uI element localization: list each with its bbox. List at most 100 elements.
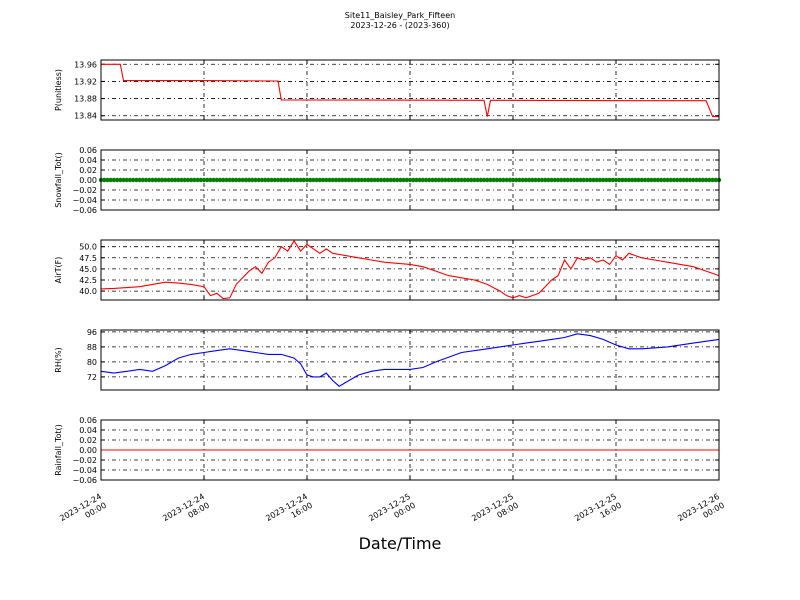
y-tick-label: 50.0: [79, 243, 97, 252]
data-point: [559, 177, 564, 183]
data-point: [311, 177, 316, 183]
data-point: [433, 177, 438, 183]
data-point: [359, 177, 364, 183]
data-point: [491, 177, 496, 183]
data-point: [468, 177, 474, 183]
data-point: [330, 177, 335, 183]
data-point: [652, 177, 657, 183]
data-point: [526, 177, 532, 183]
x-tick-label: 2023-12-2400:00: [58, 492, 108, 532]
data-point: [253, 177, 258, 183]
data-point: [401, 177, 406, 183]
data-point: [346, 177, 352, 183]
data-point: [324, 177, 329, 183]
y-tick-label: 0.00: [79, 446, 97, 455]
data-point: [349, 177, 355, 183]
data-point: [510, 177, 516, 183]
data-point: [549, 177, 554, 183]
data-point: [114, 177, 120, 183]
data-point: [420, 177, 426, 183]
data-point: [594, 177, 599, 183]
data-point: [430, 177, 435, 183]
panel-5: 0.060.040.020.00−0.02−0.04−0.06 Rainfall_…: [54, 416, 720, 485]
y-tick-label: 96: [87, 328, 97, 337]
y-tick-label: 80: [87, 358, 97, 367]
data-point: [629, 177, 635, 183]
data-point: [555, 177, 561, 183]
data-point: [195, 177, 200, 183]
y-tick-label: 0.04: [79, 156, 97, 165]
axes-frame: [100, 149, 720, 211]
data-point: [713, 177, 718, 183]
y-tick-label: 0.06: [79, 146, 97, 155]
data-point: [427, 177, 432, 183]
data-point: [439, 177, 445, 183]
data-point: [333, 177, 339, 183]
data-point: [452, 177, 458, 183]
data-point: [443, 177, 448, 183]
data-point: [243, 177, 249, 183]
data-point: [404, 177, 409, 183]
data-point: [639, 177, 644, 183]
data-point: [211, 177, 216, 183]
series-line: [101, 63, 719, 118]
x-tick-label: 2023-12-2516:00: [573, 492, 623, 532]
data-point: [269, 177, 274, 183]
data-point: [665, 177, 670, 183]
data-point: [507, 177, 512, 183]
data-point: [707, 177, 712, 183]
data-point: [642, 177, 648, 183]
axes-frame: [100, 329, 720, 391]
data-point: [121, 177, 126, 183]
data-point: [118, 177, 123, 183]
data-point: [224, 177, 229, 183]
data-point: [233, 177, 239, 183]
data-point: [237, 177, 242, 183]
data-point: [394, 177, 400, 183]
panel-2: 0.060.040.020.00−0.02−0.04−0.06 Snowfall_…: [54, 146, 722, 215]
y-tick-label: 13.84: [74, 112, 97, 121]
data-point: [185, 177, 191, 183]
data-point: [398, 177, 403, 183]
data-point: [201, 177, 207, 183]
data-point: [111, 177, 117, 183]
x-axis-label: Date/Time: [358, 534, 442, 553]
data-point: [552, 177, 558, 183]
y-tick-label: 13.88: [74, 95, 97, 104]
data-point: [176, 177, 181, 183]
data-point: [291, 177, 297, 183]
data-point: [353, 177, 358, 183]
data-point: [633, 177, 638, 183]
data-point: [414, 177, 419, 183]
data-point: [607, 177, 612, 183]
data-point: [636, 177, 641, 183]
x-tick-label: 2023-12-2416:00: [264, 492, 314, 532]
data-point: [166, 177, 171, 183]
data-point: [272, 177, 278, 183]
data-point: [501, 177, 506, 183]
y-tick-label: 88: [87, 343, 97, 352]
data-point: [417, 177, 422, 183]
data-point: [163, 177, 168, 183]
x-tick-label: 2023-12-2508:00: [470, 492, 520, 532]
data-point: [385, 177, 390, 183]
data-point: [645, 177, 651, 183]
y-axis-label: AirT(F): [54, 257, 63, 284]
data-point: [285, 177, 290, 183]
data-point: [356, 177, 361, 183]
data-point: [678, 177, 683, 183]
y-tick-label: 13.92: [74, 77, 97, 86]
y-tick-label: −0.02: [72, 456, 97, 465]
y-axis-label: Rainfall_Tot(): [54, 424, 63, 476]
data-point: [227, 177, 232, 183]
data-point: [320, 177, 326, 183]
data-point: [649, 177, 654, 183]
data-point: [317, 177, 323, 183]
y-tick-label: 47.5: [79, 254, 97, 263]
data-point: [304, 177, 310, 183]
y-axis-label: P(unitless): [54, 69, 63, 111]
data-point: [530, 177, 535, 183]
data-point: [275, 177, 281, 183]
data-point: [687, 177, 693, 183]
